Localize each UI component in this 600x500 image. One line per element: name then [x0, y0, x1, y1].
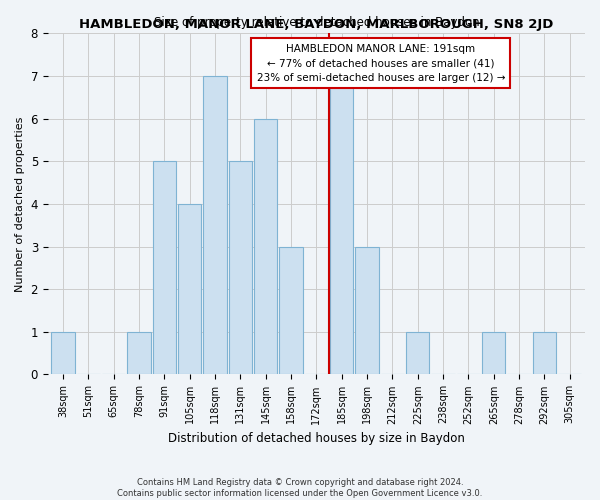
Text: Size of property relative to detached houses in Baydon: Size of property relative to detached ho… [154, 16, 479, 28]
Bar [533, 332, 556, 374]
Bar [152, 162, 176, 374]
Text: HAMBLEDON MANOR LANE: 191sqm
← 77% of detached houses are smaller (41)
23% of se: HAMBLEDON MANOR LANE: 191sqm ← 77% of de… [257, 44, 505, 83]
Text: Contains HM Land Registry data © Crown copyright and database right 2024.
Contai: Contains HM Land Registry data © Crown c… [118, 478, 482, 498]
Bar [280, 246, 303, 374]
Bar [52, 332, 74, 374]
Bar [203, 76, 227, 374]
Bar [254, 118, 277, 374]
Bar [127, 332, 151, 374]
X-axis label: Distribution of detached houses by size in Baydon: Distribution of detached houses by size … [168, 432, 465, 445]
Bar [355, 246, 379, 374]
Bar [330, 76, 353, 374]
Bar [229, 162, 252, 374]
Y-axis label: Number of detached properties: Number of detached properties [15, 116, 25, 292]
Bar [406, 332, 430, 374]
Bar [482, 332, 505, 374]
Title: HAMBLEDON, MANOR LANE, BAYDON, MARLBOROUGH, SN8 2JD: HAMBLEDON, MANOR LANE, BAYDON, MARLBOROU… [79, 18, 554, 31]
Bar [178, 204, 202, 374]
